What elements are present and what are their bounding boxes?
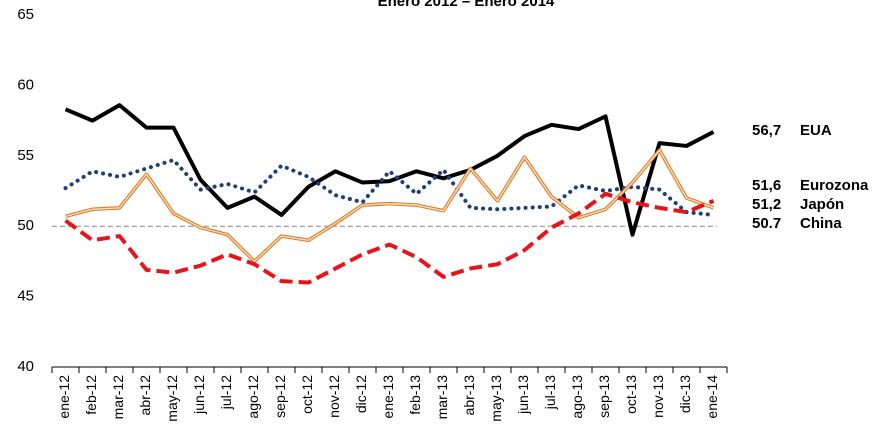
x-tick-label: sep-13 [596, 375, 612, 418]
legend-label: China [800, 215, 842, 232]
x-tick-label: jun-13 [515, 375, 531, 415]
end-value-label: 51,6 [752, 177, 781, 194]
x-tick-label: sep-12 [272, 375, 288, 418]
x-tick-label: abr-12 [137, 375, 153, 416]
x-tick-label: oct-12 [299, 375, 315, 414]
x-tick-label: oct-13 [623, 375, 639, 414]
y-tick-label: 45 [17, 288, 34, 305]
x-tick-label: feb-12 [83, 375, 99, 415]
legend-label: Eurozona [800, 177, 869, 194]
end-value-label: 56,7 [752, 122, 781, 139]
x-tick-label: ago-13 [569, 375, 585, 419]
line-series-inner [65, 149, 714, 263]
x-tick-label: may-13 [488, 375, 504, 422]
x-tick-label: ene-12 [56, 375, 72, 419]
y-tick-label: 65 [17, 6, 34, 23]
x-tick-label: jun-12 [191, 375, 207, 415]
y-tick-label: 55 [17, 147, 34, 164]
x-tick-label: mar-12 [110, 375, 126, 420]
legend-label: Japón [800, 196, 844, 213]
x-tick-label: ene-14 [704, 375, 720, 419]
y-tick-label: 50 [17, 217, 34, 234]
x-tick-label: nov-13 [650, 375, 666, 418]
end-value-label: 51,2 [752, 196, 781, 213]
x-tick-label: feb-13 [407, 375, 423, 415]
x-tick-label: jul-12 [218, 375, 234, 410]
x-tick-label: abr-13 [461, 375, 477, 416]
y-tick-label: 40 [17, 358, 34, 375]
x-tick-label: ago-12 [245, 375, 261, 419]
end-value-label: 50.7 [752, 215, 781, 232]
line-series [64, 103, 715, 237]
chart-title: Enero 2012 – Enero 2014 [378, 0, 555, 10]
x-tick-label: mar-13 [434, 375, 450, 420]
x-tick-label: dic-12 [353, 375, 369, 413]
line-series [64, 191, 715, 285]
x-tick-label: jul-13 [542, 375, 558, 410]
x-tick-label: nov-12 [326, 375, 342, 418]
y-tick-label: 60 [17, 76, 34, 93]
x-tick-label: ene-13 [380, 375, 396, 419]
x-tick-label: dic-13 [677, 375, 693, 413]
legend-label: EUA [800, 122, 832, 139]
x-tick-label: may-12 [164, 375, 180, 422]
